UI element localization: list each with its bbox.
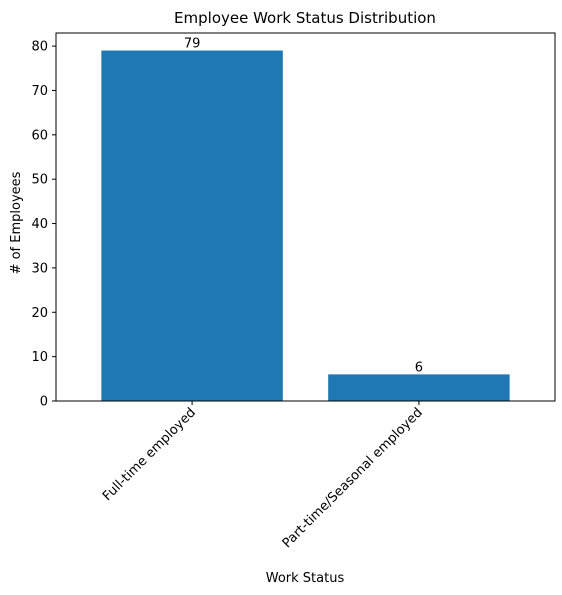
chart-title: Employee Work Status Distribution bbox=[174, 9, 436, 27]
y-tick-label-2: 20 bbox=[31, 306, 48, 321]
x-axis: Full-time employed Part-time/Seasonal emp… bbox=[100, 401, 426, 551]
y-tick-label-4: 40 bbox=[31, 217, 48, 232]
y-tick-label-6: 60 bbox=[31, 128, 48, 143]
y-tick-label-1: 10 bbox=[31, 350, 48, 365]
data-labels-layer: 79 6 bbox=[184, 37, 423, 376]
y-tick-label-5: 50 bbox=[31, 173, 48, 188]
bar-0 bbox=[101, 50, 283, 402]
x-tick-label-0: Full-time employed bbox=[100, 405, 199, 504]
y-axis-label: # of Employees bbox=[9, 171, 24, 274]
bars-layer bbox=[101, 50, 510, 402]
y-tick-label-0: 0 bbox=[40, 395, 48, 410]
y-axis: 0 10 20 30 40 50 60 70 80 bbox=[31, 40, 56, 410]
x-axis-label: Work Status bbox=[266, 571, 345, 586]
y-tick-label-3: 30 bbox=[31, 261, 48, 276]
data-label-1: 6 bbox=[415, 360, 423, 375]
x-tick-label-1: Part-time/Seasonal employed bbox=[280, 405, 426, 551]
data-label-0: 79 bbox=[184, 37, 201, 52]
bar-1 bbox=[328, 374, 510, 401]
y-tick-label-7: 70 bbox=[31, 84, 48, 99]
plot-frame bbox=[55, 32, 556, 402]
y-tick-label-8: 80 bbox=[31, 40, 48, 55]
